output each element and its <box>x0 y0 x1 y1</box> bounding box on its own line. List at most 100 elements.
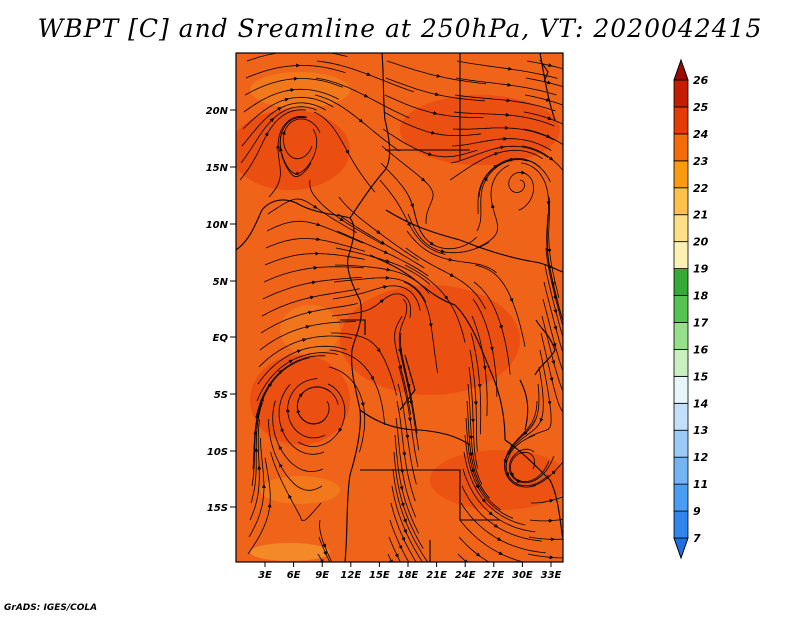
streamline <box>528 349 552 438</box>
lat-tick-label: 10S <box>207 447 228 458</box>
streamline-arrow <box>281 130 286 136</box>
lon-tick-label: 30E <box>512 570 533 581</box>
streamline-arrow <box>313 204 318 209</box>
streamline <box>455 77 557 96</box>
colorbar-label: 25 <box>693 101 709 114</box>
streamline-arrow <box>385 267 391 272</box>
streamline-arrow <box>279 463 283 468</box>
lon-tick-label: 18E <box>398 570 419 581</box>
lat-tick-label: 5N <box>213 277 229 288</box>
streamline <box>391 485 423 562</box>
lat-tick-label: 5S <box>214 390 228 401</box>
streamline-arrow <box>383 250 389 254</box>
streamline-arrow <box>493 164 498 169</box>
streamline-arrow <box>363 93 369 98</box>
streamline-arrow <box>376 347 381 353</box>
lon-tick-label: 21E <box>426 570 447 581</box>
streamline-arrow <box>547 63 553 68</box>
streamline-arrow <box>264 131 269 137</box>
streamline-arrow <box>553 295 557 300</box>
streamline-arrow <box>309 295 315 300</box>
colorbar-label: 14 <box>693 397 708 410</box>
streamline-arrow <box>301 338 307 342</box>
streamline-arrow <box>360 401 365 407</box>
streamline-arrow <box>493 152 499 156</box>
streamline-arrow <box>549 376 554 382</box>
streamline-arrow <box>315 222 321 227</box>
lon-tick-label: 27E <box>483 570 504 581</box>
streamline-arrow <box>481 498 486 503</box>
streamline-arrow <box>491 203 495 209</box>
streamline <box>383 111 482 136</box>
lon-tick-label: 9E <box>315 570 329 581</box>
colorbar-segment <box>673 106 689 135</box>
streamline-arrow <box>430 130 436 135</box>
streamline <box>542 298 563 373</box>
streamline <box>259 321 356 351</box>
colorbar-label: 9 <box>693 505 701 518</box>
streamline-arrow <box>545 134 551 138</box>
streamline <box>465 417 501 511</box>
streamline <box>521 145 563 172</box>
streamline-arrow <box>551 470 556 475</box>
streamline-arrow <box>547 116 552 121</box>
streamline <box>251 386 270 487</box>
streamline <box>282 118 321 160</box>
streamline-arrow <box>539 417 544 423</box>
colorbar-label: 13 <box>693 424 709 437</box>
streamline <box>386 60 487 85</box>
streamline-arrow <box>548 498 554 503</box>
streamline <box>531 496 563 504</box>
streamline-arrow <box>427 152 433 156</box>
streamline <box>469 349 478 452</box>
streamline <box>453 111 555 127</box>
streamline-arrow <box>449 272 455 277</box>
streamline <box>459 519 525 562</box>
lat-tick-label: 15S <box>207 503 228 514</box>
streamline-arrow <box>358 118 364 123</box>
streamline <box>397 383 417 485</box>
colorbar-label: 12 <box>693 451 709 464</box>
streamline-arrow <box>305 324 311 329</box>
streamline-arrow <box>499 324 503 330</box>
colorbar-label: 21 <box>693 209 708 222</box>
streamline-arrow <box>546 80 552 85</box>
streamlines <box>239 53 563 562</box>
streamline-arrow <box>294 171 300 176</box>
streamline <box>475 164 510 249</box>
lon-tick-label: 6E <box>287 570 301 581</box>
streamline-arrow <box>548 156 554 161</box>
streamline <box>523 111 563 125</box>
streamline-arrow <box>398 364 403 370</box>
streamline-arrow <box>376 230 381 235</box>
streamline <box>468 366 479 469</box>
streamline-arrow <box>345 149 349 155</box>
streamline-arrow <box>488 511 493 516</box>
colorbar-segment <box>673 375 689 404</box>
streamline <box>315 77 410 119</box>
lat-tick-label: 20N <box>206 106 229 117</box>
streamline <box>474 264 526 347</box>
streamline <box>449 149 543 181</box>
colorbar-segment <box>673 187 689 216</box>
colorbar-segment <box>673 456 689 485</box>
streamline-arrow <box>366 72 371 76</box>
streamline <box>456 60 558 79</box>
streamline-arrow <box>432 111 438 116</box>
streamline-arrow <box>434 92 440 97</box>
streamline <box>398 366 419 468</box>
streamline <box>248 437 265 538</box>
streamline <box>387 553 393 562</box>
colorbar-segment <box>673 429 689 458</box>
streamline-arrow <box>298 392 303 398</box>
streamline-arrow <box>322 543 326 549</box>
colorbar-segment <box>673 268 689 296</box>
streamline-arrow <box>420 177 426 182</box>
streamline-arrow <box>496 537 502 541</box>
colorbar-segment <box>673 349 689 377</box>
streamline-arrow <box>551 359 556 365</box>
streamline-arrow <box>398 544 403 550</box>
streamline-arrow <box>399 485 404 491</box>
colorbar-segment <box>673 483 689 512</box>
